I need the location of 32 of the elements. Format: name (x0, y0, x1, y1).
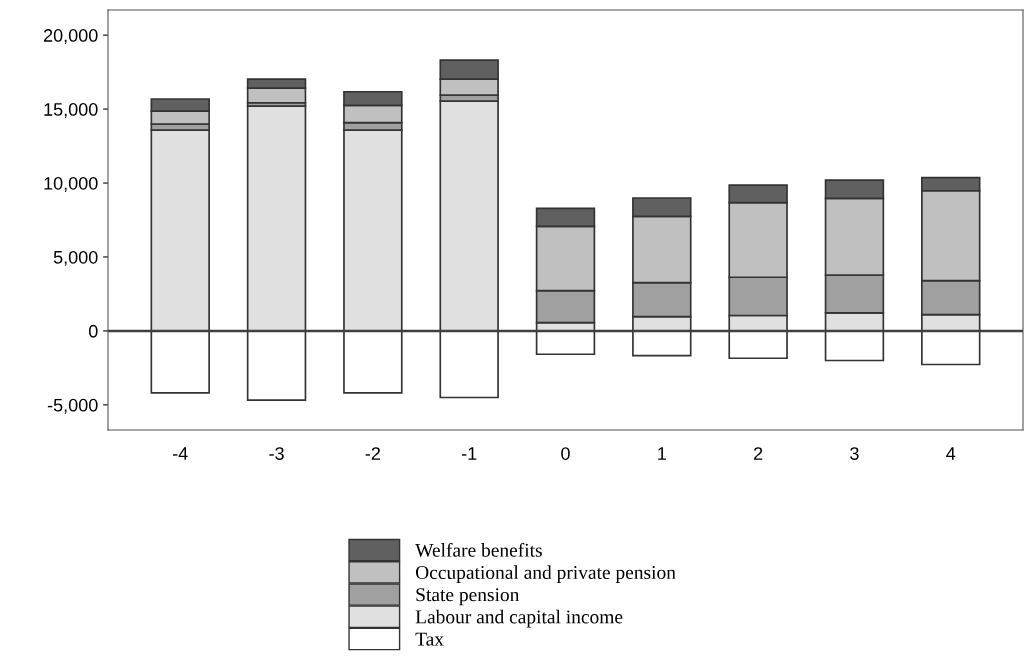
bar (824, 330, 885, 362)
legend-label: State pension (416, 588, 520, 606)
x-tick-label: -3 (269, 447, 284, 460)
bar (535, 330, 596, 356)
y-tick-label: 15,000 (44, 103, 98, 118)
x-tick-label: -4 (173, 447, 188, 460)
bar (632, 330, 692, 357)
x-tick-label: 0 (561, 447, 570, 460)
bar (246, 330, 307, 401)
y-tick-label: -5,000 (47, 398, 98, 414)
bar (150, 129, 210, 332)
x-tick-label: 4 (946, 447, 956, 460)
bar (921, 330, 981, 366)
x-tick-label: 1 (658, 447, 666, 460)
x-tick-label: -1 (461, 447, 477, 460)
x-tick-label: 2 (754, 447, 763, 460)
bar (246, 105, 307, 332)
bar (439, 100, 499, 332)
bar (150, 330, 210, 394)
y-tick-label: 5,000 (53, 250, 98, 266)
legend-label: Occupational and private pension (415, 565, 676, 583)
y-tick-label: 10,000 (44, 176, 98, 192)
bar (439, 330, 499, 399)
y-tick-label: 0 (88, 324, 98, 338)
y-tick-label: 20,000 (43, 29, 98, 44)
bar (343, 330, 403, 394)
legend-label: Labour and capital income (415, 609, 623, 628)
legend-label: Welfare benefits (415, 542, 542, 557)
x-tick-label: 3 (850, 447, 859, 460)
x-tick-label: -2 (365, 447, 380, 460)
bar (728, 330, 788, 360)
legend-label: Tax (415, 632, 444, 646)
